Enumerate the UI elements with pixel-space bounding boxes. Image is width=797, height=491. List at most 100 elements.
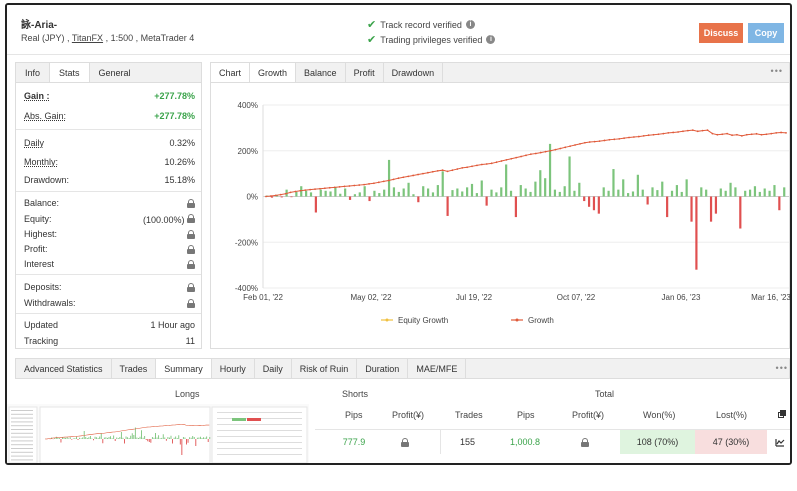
- thumb-bar: [164, 437, 166, 439]
- bar: [768, 190, 771, 197]
- more-options-icon[interactable]: •••: [775, 363, 788, 373]
- tab-daily[interactable]: Daily: [255, 359, 292, 378]
- bar: [446, 196, 449, 216]
- total-profit-lock: [565, 430, 605, 454]
- tracking-value: 11: [185, 336, 195, 346]
- bar: [270, 196, 274, 198]
- tab-stats[interactable]: Stats: [49, 63, 90, 82]
- tab-chart[interactable]: Chart: [211, 63, 251, 82]
- discuss-button[interactable]: Discuss: [699, 23, 743, 43]
- tab-general[interactable]: General: [98, 68, 131, 78]
- y-tick-label: -400%: [235, 284, 258, 293]
- growth-point: [667, 132, 670, 134]
- growth-point: [554, 148, 557, 151]
- tab-drawdown[interactable]: Drawdown: [384, 63, 444, 82]
- growth-point: [510, 157, 513, 160]
- interest-label: Interest: [24, 259, 55, 269]
- bar: [553, 189, 557, 197]
- tab-risk-of-ruin[interactable]: Risk of Ruin: [292, 359, 358, 378]
- bar: [617, 189, 620, 197]
- thumb-bar: [186, 439, 187, 445]
- thumb-bar: [155, 433, 156, 439]
- growth-point: [426, 171, 429, 174]
- bar: [475, 193, 478, 197]
- bar: [592, 196, 596, 211]
- thumb-bar: [189, 437, 191, 439]
- gain-label[interactable]: Gain :: [24, 91, 50, 101]
- tab-trades[interactable]: Trades: [112, 359, 157, 378]
- growth-point: [485, 163, 488, 165]
- abs-gain-label[interactable]: Abs. Gain:: [24, 111, 67, 121]
- thumb-bar: [107, 437, 108, 439]
- bar: [548, 143, 552, 197]
- growth-point: [539, 151, 542, 154]
- thumb-bar: [103, 437, 105, 439]
- more-options-icon[interactable]: •••: [770, 66, 783, 76]
- bar: [583, 196, 586, 202]
- thumb-bar: [162, 434, 164, 439]
- tab-mae-mfe[interactable]: MAE/MFE: [408, 359, 467, 378]
- thumb-bar: [94, 436, 96, 439]
- tab-hourly[interactable]: Hourly: [212, 359, 255, 378]
- stat-highest: Highest:: [24, 227, 195, 241]
- bar: [519, 185, 522, 197]
- daily-label[interactable]: Daily: [24, 138, 45, 148]
- growth-point: [642, 134, 645, 137]
- tab-advanced-statistics[interactable]: Advanced Statistics: [16, 359, 112, 378]
- bar: [544, 178, 547, 197]
- growth-point: [373, 182, 375, 185]
- monthly-label[interactable]: Monthly:: [24, 157, 59, 167]
- growth-point: [495, 161, 498, 164]
- tab-duration[interactable]: Duration: [357, 359, 409, 378]
- thumb-bar: [62, 437, 63, 439]
- legend-equity-marker: [385, 318, 389, 322]
- bar: [636, 174, 639, 197]
- thumb-bar: [184, 437, 186, 439]
- thumb-bar: [192, 436, 194, 439]
- longs-header: Longs: [175, 389, 200, 399]
- broker-link[interactable]: TitanFX: [71, 33, 104, 43]
- thumb-bar: [120, 432, 122, 439]
- lock-icon: [187, 213, 195, 223]
- thumb-bar: [117, 438, 119, 439]
- bar: [534, 181, 537, 197]
- growth-point: [775, 132, 778, 134]
- chart-icon[interactable]: [771, 430, 789, 454]
- thumb-growth-line: [44, 424, 210, 440]
- growth-point: [436, 169, 439, 172]
- thumb-bar: [71, 439, 73, 440]
- growth-point: [662, 132, 665, 135]
- bar: [690, 196, 693, 222]
- bar: [680, 191, 683, 197]
- thumb-stat-line: [11, 451, 33, 453]
- bar: [290, 196, 293, 198]
- tab-balance[interactable]: Balance: [296, 63, 346, 82]
- info-icon[interactable]: i: [486, 35, 496, 44]
- bar: [490, 189, 493, 197]
- growth-point: [647, 134, 650, 137]
- copy-button[interactable]: Copy: [748, 23, 784, 43]
- thumb-bar: [83, 431, 85, 439]
- x-tick-label: Mar 16, '23: [751, 293, 791, 302]
- y-tick-label: 200%: [238, 147, 258, 156]
- total-pips-value: 1,000.8: [509, 437, 541, 447]
- tab-profit[interactable]: Profit: [346, 63, 384, 82]
- bar: [417, 196, 420, 203]
- info-icon[interactable]: i: [465, 20, 475, 29]
- x-tick-label: Feb 01, '22: [243, 293, 283, 302]
- account-type: Real (JPY) ,: [21, 33, 70, 43]
- tab-info[interactable]: Info: [25, 68, 41, 78]
- tab-summary[interactable]: Summary: [156, 359, 212, 378]
- updated-value: 1 Hour ago: [150, 320, 195, 330]
- thumb-bar: [111, 438, 113, 439]
- thumb-bar: [57, 437, 59, 439]
- thumb-bar: [69, 437, 71, 439]
- tab-growth[interactable]: Growth: [250, 63, 297, 82]
- copy-table-icon[interactable]: [778, 410, 786, 418]
- thumb-stat-line: [11, 417, 33, 419]
- thumb-bar: [178, 435, 180, 439]
- growth-point: [314, 188, 316, 191]
- thumb-bar: [122, 437, 124, 439]
- thumb-bar: [130, 435, 132, 439]
- withdrawals-label: Withdrawals:: [24, 298, 76, 308]
